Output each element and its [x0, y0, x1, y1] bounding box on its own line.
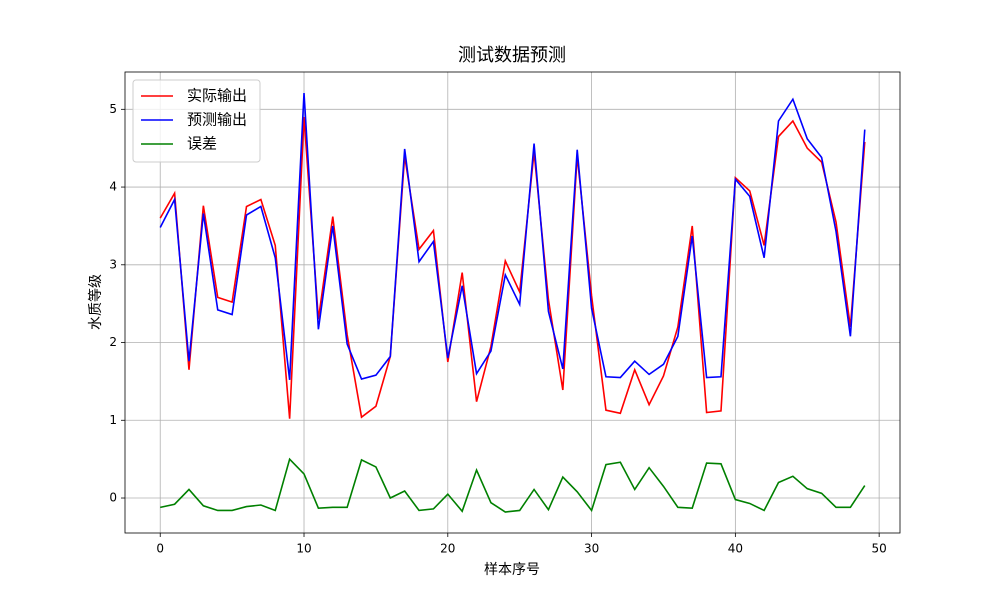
y-tick-label: 5: [109, 102, 117, 116]
y-tick-label: 4: [109, 180, 117, 194]
legend-label: 预测输出: [187, 111, 247, 129]
y-axis-label: 水质等级: [87, 274, 104, 330]
chart-title: 测试数据预测: [458, 45, 566, 66]
legend-box: [132, 79, 261, 163]
y-tick-label: 2: [109, 335, 117, 349]
x-tick-label: 20: [440, 542, 455, 556]
x-tick-label: 40: [728, 542, 743, 556]
legend-label: 实际输出: [187, 87, 247, 105]
x-tick-label: 0: [156, 542, 164, 556]
series-line: [160, 457, 866, 513]
legend-label: 误差: [187, 135, 217, 153]
x-tick-label: 50: [872, 542, 887, 556]
x-tick-label: 30: [584, 542, 599, 556]
series-line: [159, 92, 866, 381]
plot-frame: [124, 71, 901, 534]
y-tick-label: 0: [109, 491, 117, 505]
series-line: [159, 117, 866, 419]
x-axis-label: 样本序号: [484, 562, 540, 578]
x-tick-label: 10: [296, 542, 311, 556]
y-tick-label: 3: [109, 257, 117, 271]
y-tick-label: 1: [109, 413, 117, 427]
